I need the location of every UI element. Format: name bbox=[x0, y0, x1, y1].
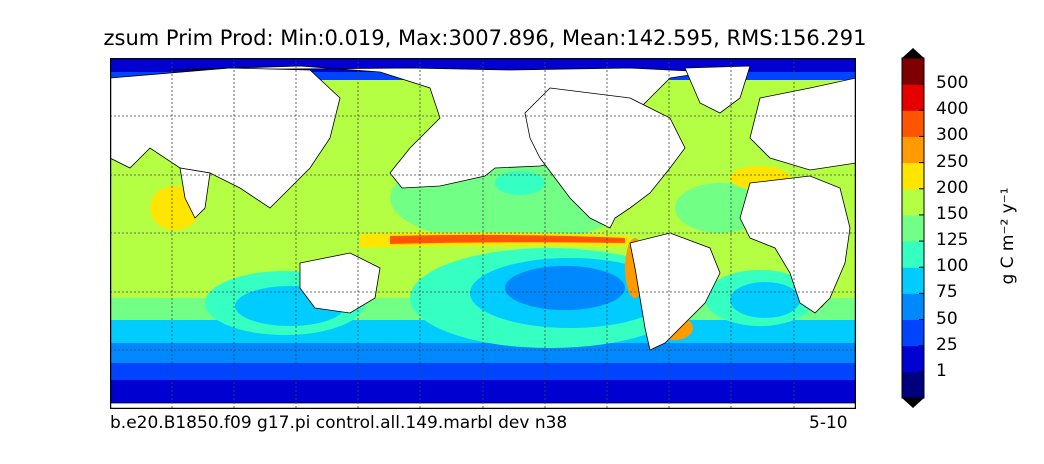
colorbar-tick-label: 150 bbox=[936, 203, 969, 224]
colorbar bbox=[901, 48, 925, 408]
colorbar-segment bbox=[902, 58, 924, 85]
colorbar-tick-label: 100 bbox=[936, 256, 969, 277]
south-pacific-gyre-core bbox=[505, 266, 625, 310]
europe bbox=[749, 77, 856, 171]
colorbar-tick-label: 200 bbox=[936, 177, 969, 198]
africa bbox=[739, 175, 851, 314]
south-america bbox=[629, 232, 721, 351]
colorbar-frame bbox=[901, 57, 925, 399]
north-pacific-gyre-inner bbox=[495, 171, 545, 195]
greenland bbox=[684, 65, 751, 114]
colorbar-segment bbox=[902, 319, 924, 347]
asia bbox=[110, 67, 341, 209]
colorbar-segment bbox=[902, 371, 924, 399]
colorbar-segment bbox=[902, 241, 924, 268]
colorbar-tick-label: 50 bbox=[936, 308, 958, 329]
colorbar-segment bbox=[902, 84, 924, 111]
colorbar-tick-label: 25 bbox=[936, 334, 958, 355]
colorbar-segment bbox=[902, 110, 924, 137]
colorbar-extend-min-arrow bbox=[902, 398, 924, 408]
north-america-main bbox=[524, 87, 686, 229]
colorbar-tick-label: 500 bbox=[936, 73, 969, 94]
year-range-label: 5-10 bbox=[809, 413, 848, 433]
south-atlantic-gyre-inner bbox=[730, 282, 800, 318]
india bbox=[179, 167, 211, 219]
ocean-map bbox=[110, 58, 856, 409]
colorbar-tick-label: 250 bbox=[936, 151, 969, 172]
colorbar-extend-max-arrow bbox=[902, 48, 924, 58]
equatorial-pacific-core bbox=[390, 234, 625, 244]
colorbar-tick-label: 75 bbox=[936, 282, 958, 303]
colorbar-segment bbox=[902, 214, 924, 242]
colorbar-segment bbox=[902, 188, 924, 216]
colorbar-segment bbox=[902, 293, 924, 321]
colorbar-tick-label: 125 bbox=[936, 230, 969, 251]
colorbar-segment bbox=[902, 136, 924, 164]
colorbar-units-label: g C m⁻² y⁻¹ bbox=[998, 187, 1018, 285]
run-name-label: b.e20.B1850.f09 g17.pi control.all.149.m… bbox=[110, 413, 568, 433]
colorbar-tick-label: 1 bbox=[936, 360, 947, 381]
australia bbox=[299, 252, 381, 314]
map-frame bbox=[110, 58, 856, 409]
figure-title: zsum Prim Prod: Min:0.019, Max:3007.896,… bbox=[103, 26, 867, 50]
colorbar-segment bbox=[902, 267, 924, 294]
colorbar-segment bbox=[902, 162, 924, 190]
colorbar-segment bbox=[902, 345, 924, 373]
colorbar-tick-label: 300 bbox=[936, 125, 969, 146]
gridlines bbox=[110, 58, 856, 409]
colorbar-tick-label: 400 bbox=[936, 99, 969, 120]
